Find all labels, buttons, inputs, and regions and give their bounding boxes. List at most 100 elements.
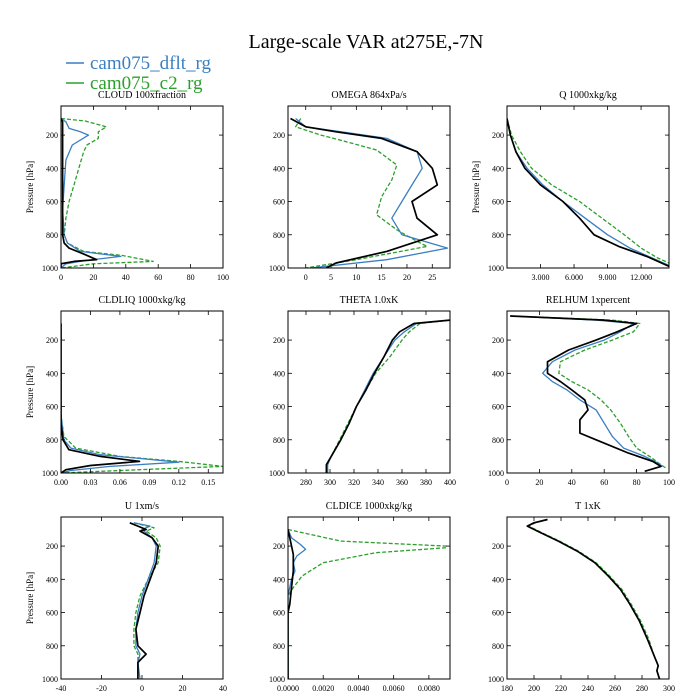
y-tick-label: 400 <box>492 575 504 584</box>
series-line-0 <box>288 529 295 679</box>
y-tick-label: 1000 <box>269 675 285 684</box>
panel-6: 200 400 600 800 1000-40 -20 0 20 40 U 1xm/s Pressu… <box>25 501 227 693</box>
series-line-1 <box>61 323 180 473</box>
plot-frame <box>287 105 451 269</box>
x-tick-label: 320 <box>348 478 360 487</box>
series-line-2 <box>507 118 669 264</box>
x-tick-label: 12.000 <box>630 273 652 282</box>
x-tick-label: 100 <box>663 478 675 487</box>
series-line-2 <box>61 117 154 268</box>
x-tick-label: 0 <box>505 478 509 487</box>
y-tick-label: 1000 <box>269 469 285 478</box>
y-tick-label: 600 <box>492 403 504 412</box>
y-tick-label: 800 <box>492 642 504 651</box>
series-line-0 <box>526 518 661 679</box>
series-line-1 <box>510 315 663 467</box>
y-tick-label: 800 <box>273 231 285 240</box>
x-tick-label: 20 <box>179 684 187 693</box>
y-tick-label: 600 <box>46 403 58 412</box>
plot-frame <box>506 516 670 680</box>
series-line-0 <box>325 319 450 473</box>
x-tick-label: 15 <box>378 273 386 282</box>
y-tick-label: 400 <box>273 164 285 173</box>
x-tick-label: 40 <box>122 273 130 282</box>
series-line-0 <box>510 315 662 473</box>
x-tick-label: 20 <box>403 273 411 282</box>
x-tick-label: 220 <box>555 684 567 693</box>
x-tick-label: 280 <box>300 478 312 487</box>
x-tick-label: 340 <box>372 478 384 487</box>
x-tick-label: 0 <box>304 273 308 282</box>
x-tick-label: 300 <box>324 478 336 487</box>
y-tick-label: 1000 <box>42 469 58 478</box>
x-tick-label: 0.0080 <box>418 684 440 693</box>
y-tick-label: 800 <box>46 642 58 651</box>
x-tick-label: 400 <box>444 478 456 487</box>
series-line-2 <box>294 118 428 268</box>
y-tick-label: 800 <box>273 642 285 651</box>
x-tick-label: 80 <box>633 478 641 487</box>
x-tick-label: 180 <box>501 684 513 693</box>
y-tick-label: 400 <box>46 164 58 173</box>
x-tick-label: 280 <box>636 684 648 693</box>
y-tick-label: 800 <box>273 436 285 445</box>
x-tick-label: 240 <box>582 684 594 693</box>
legend-label-0: cam075_dflt_rg <box>90 53 212 74</box>
y-tick-label: 200 <box>492 131 504 140</box>
series-line-2 <box>133 522 161 679</box>
y-tick-label: 200 <box>46 336 58 345</box>
x-tick-label: 40 <box>568 478 576 487</box>
y-axis-label: Pressure [hPa] <box>471 161 481 213</box>
series-line-2 <box>288 528 448 679</box>
x-tick-label: 20 <box>89 273 97 282</box>
series-line-1 <box>526 518 661 679</box>
x-tick-label: 360 <box>396 478 408 487</box>
x-tick-label: 80 <box>187 273 195 282</box>
y-tick-label: 600 <box>46 198 58 207</box>
x-tick-label: 260 <box>609 684 621 693</box>
y-tick-label: 800 <box>46 231 58 240</box>
y-tick-label: 400 <box>46 369 58 378</box>
y-tick-label: 600 <box>273 403 285 412</box>
panel-title: Q 1000xkg/kg <box>559 90 617 101</box>
x-tick-label: 200 <box>528 684 540 693</box>
plot-frame <box>287 516 451 680</box>
series-line-2 <box>527 518 661 679</box>
series-line-1 <box>61 117 122 268</box>
y-tick-label: 1000 <box>269 264 285 273</box>
x-tick-label: 0.09 <box>142 478 156 487</box>
panel-1: 200 400 600 800 1000 0 5 10 15 20 25 OMEGA 864xPa/s <box>269 90 451 282</box>
y-tick-label: 200 <box>492 336 504 345</box>
series-line-0 <box>61 323 141 473</box>
y-tick-label: 800 <box>46 436 58 445</box>
x-tick-label: 10 <box>352 273 360 282</box>
figure-title: Large-scale VAR at275E,-7N <box>249 31 484 53</box>
y-tick-label: 1000 <box>42 264 58 273</box>
series-line-2 <box>326 319 450 473</box>
x-tick-label: 3.000 <box>532 273 550 282</box>
series-line-1 <box>326 319 450 473</box>
y-tick-label: 1000 <box>488 469 504 478</box>
x-tick-label: 9.000 <box>599 273 617 282</box>
panel-title: CLDICE 1000xkg/kg <box>326 501 412 512</box>
x-tick-label: 0.00 <box>54 478 68 487</box>
series-line-1 <box>507 118 669 267</box>
panel-title: T 1xK <box>575 501 601 512</box>
y-tick-label: 600 <box>46 609 58 618</box>
x-tick-label: 25 <box>428 273 436 282</box>
x-tick-label: 380 <box>420 478 432 487</box>
plot-frame <box>506 310 670 474</box>
panel-title: CLOUD 100xfraction <box>98 90 186 101</box>
panel-2: 200 400 600 800 1000 3.000 6.000 9.000 12.000 Q 1… <box>471 90 670 282</box>
y-tick-label: 400 <box>492 164 504 173</box>
x-tick-label: 0.06 <box>113 478 127 487</box>
y-tick-label: 200 <box>273 336 285 345</box>
plot-frame <box>60 105 224 269</box>
y-axis-label: Pressure [hPa] <box>25 161 35 213</box>
series-line-0 <box>290 117 439 268</box>
